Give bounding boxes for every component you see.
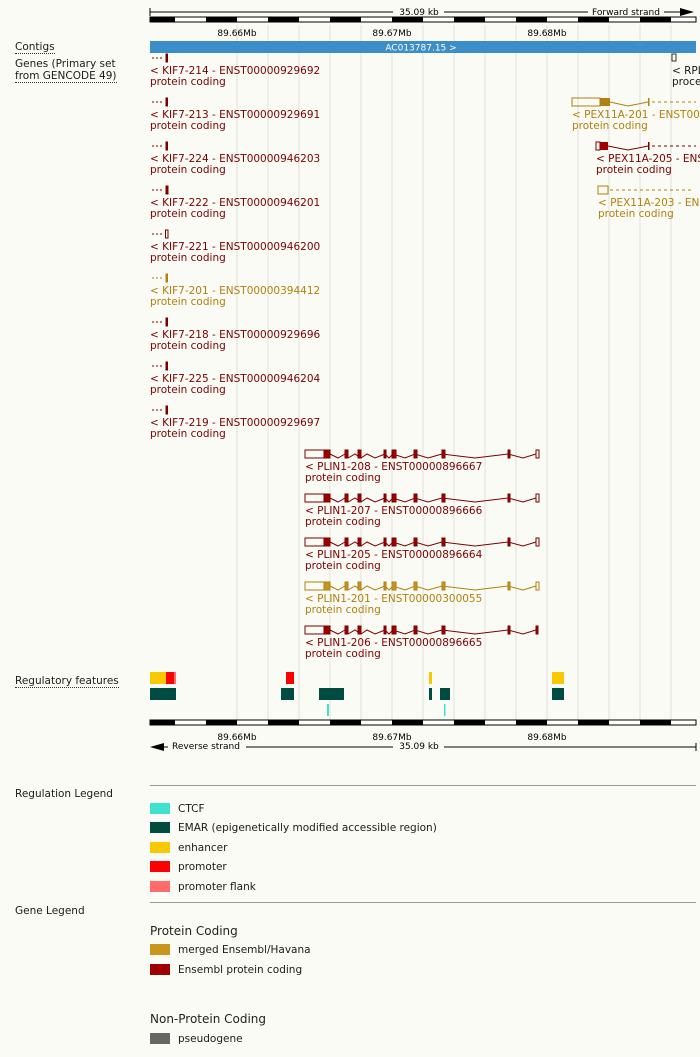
legend-label-promoter: promoter	[178, 861, 227, 873]
gene-label-kif7-221[interactable]: < KIF7-221 - ENST00000946200 protein codi…	[150, 241, 321, 264]
legend-label-merged: merged Ensembl/Havana	[178, 944, 311, 956]
plin1-205-glyph[interactable]	[304, 537, 540, 547]
legend-swatch-ctcf	[150, 803, 170, 814]
top-ruler	[149, 16, 697, 23]
legend-swatch-promoter-flank	[150, 881, 170, 892]
plin1-206-glyph[interactable]	[304, 625, 539, 635]
legend-label-ensembl-protein: Ensembl protein coding	[178, 964, 303, 976]
span-label-top: 35.09 kb	[399, 8, 439, 18]
gene-label-kif7-222[interactable]: < KIF7-222 - ENST00000946201 protein codi…	[150, 197, 321, 220]
legend-label-pseudogene: pseudogene	[178, 1033, 243, 1045]
legend-label-promoter-flank: promoter flank	[178, 881, 256, 893]
gene-label-kif7-201[interactable]: < KIF7-201 - ENST00000394412 protein codi…	[150, 285, 321, 308]
legend-swatch-merged	[150, 944, 170, 955]
legend-label-enhancer: enhancer	[178, 842, 228, 854]
right-gene-glyphs[interactable]	[571, 53, 696, 195]
top-span-indicator	[149, 8, 694, 16]
legend-swatch-ensembl-protein	[150, 964, 170, 975]
contig-bar[interactable]	[150, 41, 696, 53]
regulatory-features[interactable]	[150, 672, 564, 716]
plin1-208-glyph[interactable]	[304, 449, 540, 459]
gene-legend-divider	[150, 902, 696, 903]
gene-label-kif7-225[interactable]: < KIF7-225 - ENST00000946204 protein codi…	[150, 373, 321, 396]
tick-label-bottom-2: 89.67Mb	[372, 733, 412, 743]
tick-label-bottom-3: 89.68Mb	[527, 733, 567, 743]
legend-swatch-pseudogene	[150, 1033, 170, 1044]
plin1-207-glyph[interactable]	[304, 493, 540, 503]
gene-label-kif7-224[interactable]: < KIF7-224 - ENST00000946203 protein codi…	[150, 153, 321, 176]
genes-track-label[interactable]: Genes (Primary set from GENCODE 49)	[15, 58, 117, 83]
gene-label-kif7-218[interactable]: < KIF7-218 - ENST00000929696 protein codi…	[150, 329, 321, 352]
legend-swatch-enhancer	[150, 842, 170, 853]
gene-legend-title: Gene Legend	[15, 905, 85, 917]
tick-label-top-3: 89.68Mb	[527, 29, 567, 39]
tick-label-top-1: 89.66Mb	[217, 29, 257, 39]
legend-swatch-promoter	[150, 861, 170, 872]
legend-label-ctcf: CTCF	[178, 803, 205, 815]
regulatory-track-label[interactable]: Regulatory features	[15, 675, 119, 688]
reverse-strand-label: Reverse strand	[172, 742, 240, 752]
gene-label-pex11a-205[interactable]: < PEX11A-205 - ENS protein coding	[596, 154, 700, 176]
span-label-bottom: 35.09 kb	[399, 742, 439, 752]
tick-label-bottom-1: 89.66Mb	[217, 733, 257, 743]
gene-label-plin1-201[interactable]: < PLIN1-201 - ENST00000300055 protein cod…	[305, 593, 483, 616]
kif7-glyphs[interactable]	[152, 53, 169, 415]
regulation-legend-title: Regulation Legend	[15, 788, 113, 800]
plin1-201-glyph[interactable]	[304, 581, 540, 591]
gene-label-kif7-219[interactable]: < KIF7-219 - ENST00000929697 protein codi…	[150, 417, 321, 440]
protein-coding-heading: Protein Coding	[150, 924, 238, 938]
legend-label-emar: EMAR (epigenetically modified accessible…	[178, 822, 437, 834]
gene-label-plin1-206[interactable]: < PLIN1-206 - ENST00000896665 protein cod…	[305, 637, 483, 660]
legend-swatch-emar	[150, 822, 170, 833]
bottom-span-indicator	[150, 743, 697, 751]
contig-label: AC013787.15 >	[385, 44, 456, 54]
gene-label-plin1-208[interactable]: < PLIN1-208 - ENST00000896667 protein cod…	[305, 461, 483, 484]
genome-canvas[interactable]: 35.09 kb Forward strand 89.66Mb 89.67Mb …	[0, 0, 700, 760]
gridlines	[236, 25, 672, 720]
gene-label-rpl[interactable]: < RPLproce	[672, 66, 700, 88]
forward-strand-label: Forward strand	[592, 8, 660, 18]
gene-label-pex11a-201[interactable]: < PEX11A-201 - ENST00 protein coding	[572, 110, 700, 132]
gene-label-kif7-213[interactable]: < KIF7-213 - ENST00000929691 protein codi…	[150, 109, 321, 132]
tick-label-top-2: 89.67Mb	[372, 29, 412, 39]
gene-label-plin1-207[interactable]: < PLIN1-207 - ENST00000896666 protein cod…	[305, 505, 483, 528]
gene-label-kif7-214[interactable]: < KIF7-214 - ENST00000929692 protein codi…	[150, 65, 321, 88]
contigs-track-label[interactable]: Contigs	[15, 41, 55, 54]
non-protein-coding-heading: Non-Protein Coding	[150, 1012, 267, 1026]
regulation-legend-divider	[150, 785, 696, 786]
bottom-ruler	[149, 719, 697, 726]
gene-label-plin1-205[interactable]: < PLIN1-205 - ENST00000896664 protein cod…	[305, 549, 483, 572]
gene-label-pex11a-203[interactable]: < PEX11A-203 - EN protein coding	[598, 198, 700, 220]
